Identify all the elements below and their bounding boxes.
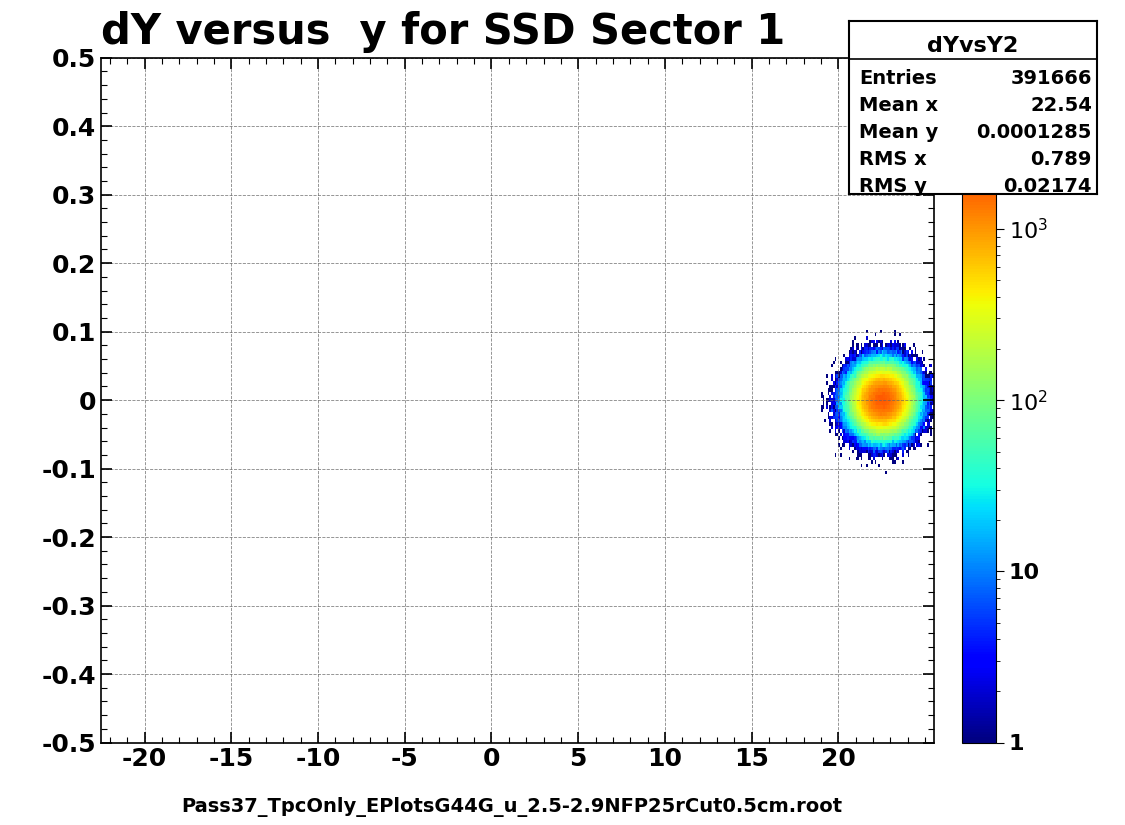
Text: RMS x: RMS x <box>860 149 927 168</box>
Text: dYvsY2: dYvsY2 <box>927 36 1019 56</box>
Text: Mean y: Mean y <box>860 123 938 142</box>
Text: RMS y: RMS y <box>860 177 927 196</box>
Text: 0.789: 0.789 <box>1030 149 1092 168</box>
Text: 0.0001285: 0.0001285 <box>976 123 1092 142</box>
Text: 22.54: 22.54 <box>1030 96 1092 115</box>
Text: 391666: 391666 <box>1010 69 1092 88</box>
Text: dY versus  y for SSD Sector 1: dY versus y for SSD Sector 1 <box>101 11 785 53</box>
Text: 0.02174: 0.02174 <box>1004 177 1092 196</box>
Text: Pass37_TpcOnly_EPlotsG44G_u_2.5-2.9NFP25rCut0.5cm.root: Pass37_TpcOnly_EPlotsG44G_u_2.5-2.9NFP25… <box>181 797 843 817</box>
Text: Mean x: Mean x <box>860 96 938 115</box>
Text: $10^4$: $10^4$ <box>1002 26 1040 51</box>
Text: Entries: Entries <box>860 69 937 88</box>
